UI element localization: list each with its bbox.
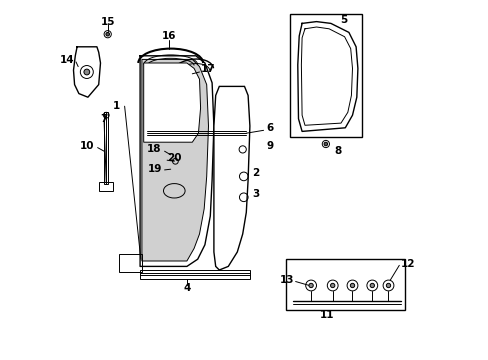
Text: 7: 7 <box>101 114 108 124</box>
Text: 17: 17 <box>201 64 216 74</box>
Text: 4: 4 <box>183 283 190 293</box>
Text: 2: 2 <box>252 168 259 178</box>
Bar <box>140 270 249 279</box>
Circle shape <box>349 283 354 288</box>
Text: 11: 11 <box>319 310 334 320</box>
Circle shape <box>308 283 313 288</box>
Text: 1: 1 <box>113 101 120 111</box>
Bar <box>285 259 404 310</box>
Polygon shape <box>142 59 208 261</box>
Circle shape <box>106 32 109 36</box>
Bar <box>99 182 113 191</box>
Text: 14: 14 <box>60 55 75 66</box>
Text: 9: 9 <box>265 141 273 151</box>
Text: 3: 3 <box>252 189 259 199</box>
Bar <box>104 112 108 184</box>
Polygon shape <box>213 86 249 270</box>
Text: 10: 10 <box>80 141 94 151</box>
Text: 19: 19 <box>147 164 162 174</box>
Polygon shape <box>143 63 200 142</box>
Text: 5: 5 <box>339 15 346 25</box>
Circle shape <box>324 142 327 146</box>
Text: 18: 18 <box>147 144 162 154</box>
Bar <box>289 14 361 137</box>
Text: 16: 16 <box>162 31 176 41</box>
Text: 15: 15 <box>100 17 115 27</box>
Bar <box>118 254 142 272</box>
Text: 8: 8 <box>334 146 341 156</box>
Circle shape <box>330 283 334 288</box>
Circle shape <box>369 283 374 288</box>
Circle shape <box>386 283 390 288</box>
Text: 12: 12 <box>400 258 415 269</box>
Text: 6: 6 <box>265 123 273 133</box>
Circle shape <box>84 69 89 75</box>
Text: 13: 13 <box>279 275 294 285</box>
Text: 20: 20 <box>167 153 181 163</box>
